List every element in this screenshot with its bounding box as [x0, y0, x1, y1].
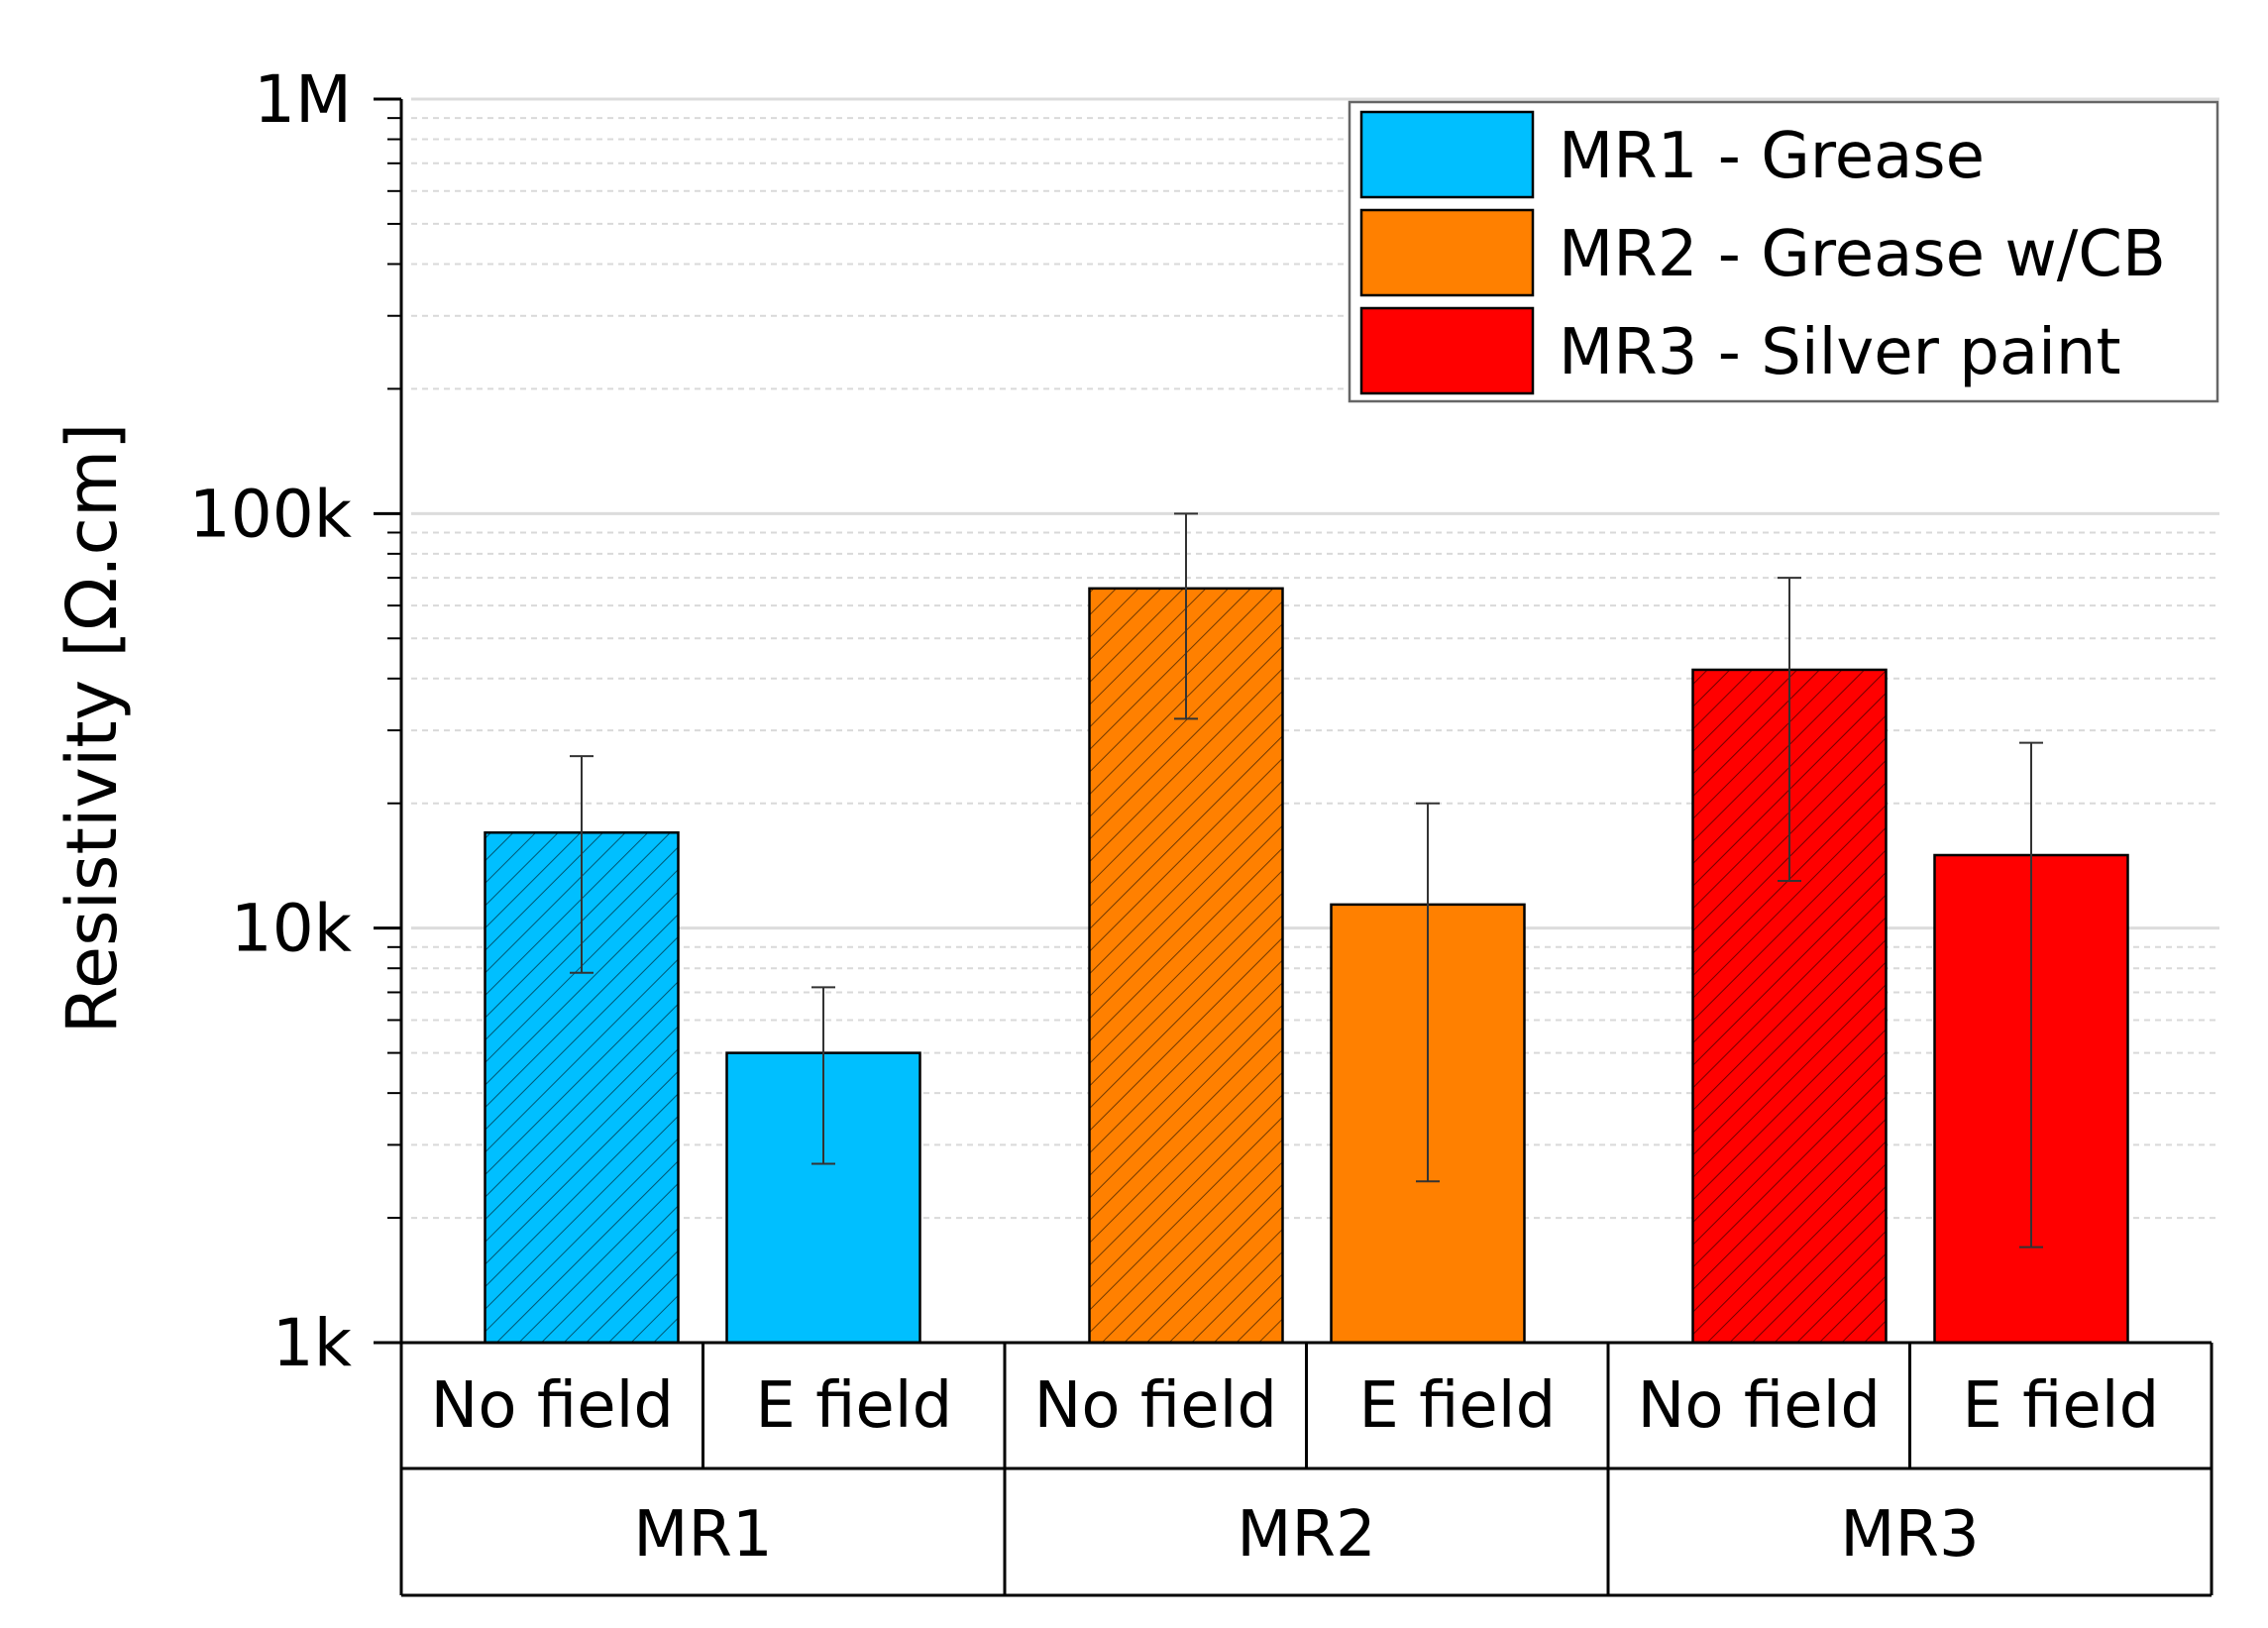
- category-label-e-field: E field: [1358, 1369, 1556, 1443]
- group-label-mr1: MR1: [633, 1498, 772, 1572]
- legend-swatch-mr3: [1359, 306, 1535, 395]
- group-label-mr2: MR2: [1237, 1498, 1375, 1572]
- y-tick-label: 1M: [254, 61, 352, 138]
- legend: MR1 - Grease MR2 - Grease w/CB MR3 - Silve…: [1348, 100, 2219, 403]
- legend-label-mr1: MR1 - Grease: [1559, 120, 1985, 193]
- y-axis: 1k 10k 100k 1M: [189, 61, 403, 1381]
- category-label-no-field: No field: [431, 1369, 674, 1443]
- legend-swatch-mr1: [1359, 110, 1535, 199]
- category-axis-table: No field E field MR1 No field E field MR2 No f…: [399, 1341, 2214, 1597]
- category-label-no-field: No field: [1034, 1369, 1277, 1443]
- category-label-no-field: No field: [1638, 1369, 1881, 1443]
- category-label-e-field: E field: [755, 1369, 952, 1443]
- y-axis-title: Resistivity [Ω.cm]: [52, 423, 133, 1034]
- bars: [484, 512, 2129, 1345]
- legend-swatch-mr2: [1359, 208, 1535, 297]
- legend-label-mr2: MR2 - Grease w/CB: [1559, 218, 2166, 291]
- y-tick-label: 10k: [231, 891, 353, 967]
- y-tick-label: 100k: [189, 476, 353, 552]
- legend-label-mr3: MR3 - Silver paint: [1559, 316, 2121, 389]
- group-label-mr3: MR3: [1840, 1498, 1979, 1572]
- y-tick-label: 1k: [272, 1305, 353, 1381]
- category-label-e-field: E field: [1962, 1369, 2159, 1443]
